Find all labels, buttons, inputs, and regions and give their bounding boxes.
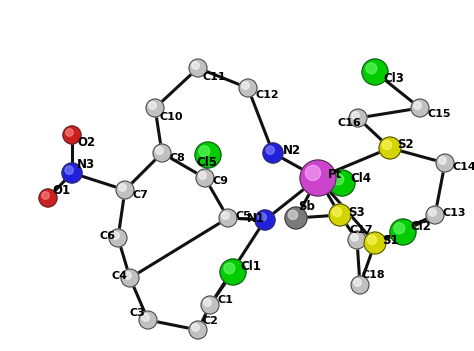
Circle shape [285, 207, 307, 229]
Text: C15: C15 [428, 109, 452, 119]
Text: O2: O2 [77, 137, 95, 150]
Circle shape [379, 137, 401, 159]
Circle shape [348, 231, 366, 249]
Text: C17: C17 [350, 225, 374, 235]
Text: C18: C18 [362, 270, 386, 280]
Text: N2: N2 [283, 145, 301, 158]
Circle shape [354, 279, 361, 286]
Circle shape [65, 166, 73, 174]
Circle shape [351, 276, 369, 294]
Circle shape [146, 99, 164, 117]
Text: C10: C10 [160, 112, 183, 122]
Text: Cl1: Cl1 [240, 259, 261, 272]
Text: C7: C7 [133, 190, 149, 200]
Circle shape [349, 109, 367, 127]
Circle shape [109, 229, 127, 247]
Text: O1: O1 [52, 184, 70, 197]
Text: Cl3: Cl3 [383, 72, 404, 85]
Text: Cl4: Cl4 [350, 172, 371, 185]
Circle shape [362, 59, 388, 85]
Text: Cl2: Cl2 [410, 220, 431, 233]
Text: C16: C16 [338, 118, 362, 128]
Circle shape [414, 102, 421, 109]
Circle shape [300, 160, 336, 196]
Circle shape [305, 165, 320, 180]
Text: C14: C14 [453, 162, 474, 172]
Text: C8: C8 [170, 153, 186, 163]
Text: S3: S3 [348, 206, 365, 219]
Text: C12: C12 [256, 90, 280, 100]
Circle shape [351, 234, 358, 241]
Circle shape [219, 209, 237, 227]
Circle shape [142, 314, 149, 321]
Circle shape [224, 263, 235, 274]
Text: S1: S1 [382, 233, 399, 246]
Circle shape [258, 213, 266, 221]
Text: C1: C1 [218, 295, 234, 305]
Circle shape [220, 259, 246, 285]
Circle shape [195, 142, 221, 168]
Circle shape [222, 212, 229, 219]
Circle shape [364, 232, 386, 254]
Circle shape [204, 299, 211, 306]
Text: S2: S2 [397, 139, 414, 152]
Circle shape [63, 126, 81, 144]
Circle shape [255, 210, 275, 230]
Circle shape [39, 189, 57, 207]
Circle shape [116, 181, 134, 199]
Text: Cl5: Cl5 [196, 155, 217, 168]
Text: Pt: Pt [328, 167, 342, 180]
Text: C11: C11 [203, 72, 227, 82]
Circle shape [118, 184, 126, 191]
Circle shape [436, 154, 454, 172]
Circle shape [196, 169, 214, 187]
Circle shape [153, 144, 171, 162]
Circle shape [428, 209, 436, 216]
Circle shape [121, 269, 139, 287]
Circle shape [266, 146, 274, 154]
Circle shape [191, 62, 199, 69]
Text: C13: C13 [443, 208, 466, 218]
Text: C3: C3 [130, 308, 146, 318]
Circle shape [191, 324, 199, 331]
Circle shape [149, 102, 156, 109]
Circle shape [199, 146, 210, 157]
Circle shape [239, 79, 257, 97]
Circle shape [124, 272, 131, 279]
Circle shape [139, 311, 157, 329]
Circle shape [366, 63, 377, 74]
Text: C2: C2 [203, 316, 219, 326]
Circle shape [66, 129, 73, 136]
Circle shape [112, 232, 119, 239]
Circle shape [333, 174, 344, 185]
Circle shape [426, 206, 444, 224]
Text: C6: C6 [100, 231, 116, 241]
Circle shape [394, 223, 405, 234]
Circle shape [242, 82, 249, 89]
Circle shape [390, 219, 416, 245]
Circle shape [352, 112, 359, 119]
Text: N1: N1 [247, 212, 265, 225]
Circle shape [332, 207, 342, 217]
Circle shape [439, 157, 446, 164]
Circle shape [62, 163, 82, 183]
Circle shape [189, 59, 207, 77]
Circle shape [199, 172, 206, 179]
Circle shape [201, 296, 219, 314]
Text: C9: C9 [213, 176, 229, 186]
Circle shape [383, 140, 392, 150]
Circle shape [189, 321, 207, 339]
Circle shape [367, 235, 376, 245]
Circle shape [155, 147, 163, 154]
Circle shape [411, 99, 429, 117]
Circle shape [329, 170, 355, 196]
Circle shape [288, 210, 298, 219]
Text: Sb: Sb [298, 199, 315, 212]
Circle shape [329, 204, 351, 226]
Circle shape [42, 192, 49, 199]
Circle shape [263, 143, 283, 163]
Text: N3: N3 [77, 158, 95, 171]
Text: C4: C4 [112, 271, 128, 281]
Text: C5: C5 [236, 211, 252, 221]
